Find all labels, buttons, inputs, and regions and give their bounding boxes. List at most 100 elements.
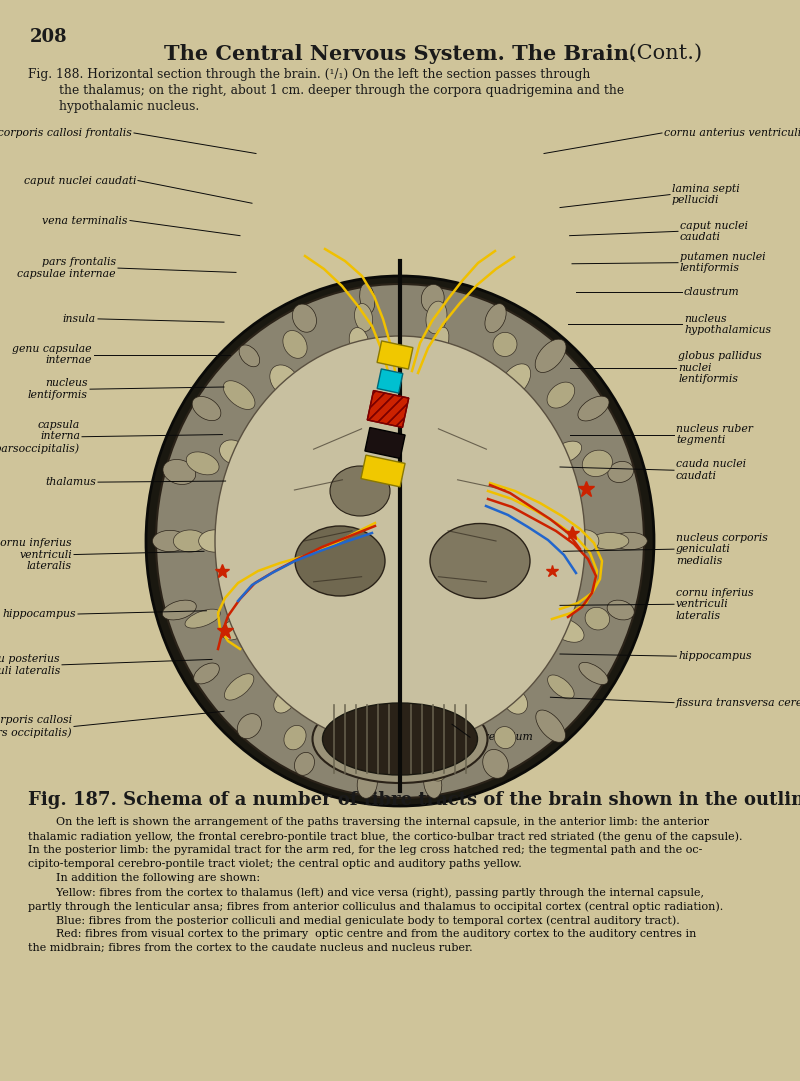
Ellipse shape xyxy=(360,283,375,313)
Ellipse shape xyxy=(293,304,317,332)
Text: cerebellum: cerebellum xyxy=(472,732,534,743)
Ellipse shape xyxy=(238,713,262,738)
Ellipse shape xyxy=(222,619,245,640)
Ellipse shape xyxy=(156,284,644,798)
Text: hypothalamic nucleus.: hypothalamic nucleus. xyxy=(28,101,199,114)
Text: (Cont.): (Cont.) xyxy=(622,44,702,63)
Ellipse shape xyxy=(550,617,584,642)
Ellipse shape xyxy=(434,328,449,355)
Text: insula: insula xyxy=(63,313,96,324)
Ellipse shape xyxy=(535,339,566,373)
Ellipse shape xyxy=(357,769,378,798)
Text: Fig. 188. Horizontal section through the brain. (¹/₁) On the left the section pa: Fig. 188. Horizontal section through the… xyxy=(28,68,590,81)
Ellipse shape xyxy=(224,673,254,700)
Ellipse shape xyxy=(482,749,508,778)
Ellipse shape xyxy=(223,381,255,410)
Ellipse shape xyxy=(578,396,609,421)
Ellipse shape xyxy=(552,441,582,463)
Ellipse shape xyxy=(425,748,448,782)
Text: cornu posterius
ventriculi lateralis: cornu posterius ventriculi lateralis xyxy=(0,654,60,676)
Text: vena terminalis: vena terminalis xyxy=(42,215,128,226)
Text: cornu anterius ventriculi lateralis: cornu anterius ventriculi lateralis xyxy=(664,128,800,138)
Ellipse shape xyxy=(153,531,187,551)
Text: hippocampus: hippocampus xyxy=(2,609,76,619)
Ellipse shape xyxy=(608,462,634,482)
Text: fissura transversa cerebri: fissura transversa cerebri xyxy=(676,697,800,708)
Text: thalamic radiation yellow, the frontal cerebro-pontile tract blue, the cortico-b: thalamic radiation yellow, the frontal c… xyxy=(28,831,742,842)
Ellipse shape xyxy=(194,663,219,684)
Text: putamen nuclei
lentiformis: putamen nuclei lentiformis xyxy=(680,252,766,273)
Text: thalamus: thalamus xyxy=(45,477,96,488)
Ellipse shape xyxy=(219,440,247,464)
Text: Yellow: fibres from the cortex to thalamus (left) and vice versa (right), passin: Yellow: fibres from the cortex to thalam… xyxy=(28,888,704,897)
Ellipse shape xyxy=(162,600,196,619)
Text: cipito-temporal cerebro-pontile tract violet; the central optic and auditory pat: cipito-temporal cerebro-pontile tract vi… xyxy=(28,859,522,869)
Ellipse shape xyxy=(239,345,260,366)
Ellipse shape xyxy=(422,284,444,312)
Ellipse shape xyxy=(198,530,231,552)
Ellipse shape xyxy=(274,690,295,713)
Ellipse shape xyxy=(607,600,634,619)
Ellipse shape xyxy=(351,752,376,776)
Text: Fig. 187. Schema of a number of fibre tracts of the brain shown in the outlines : Fig. 187. Schema of a number of fibre tr… xyxy=(28,791,800,809)
Ellipse shape xyxy=(485,304,506,333)
Ellipse shape xyxy=(503,689,527,715)
FancyBboxPatch shape xyxy=(365,427,405,458)
Ellipse shape xyxy=(547,675,574,699)
Ellipse shape xyxy=(186,452,219,475)
Text: pars frontalis
capsulae internae: pars frontalis capsulae internae xyxy=(18,257,116,279)
Ellipse shape xyxy=(294,752,314,775)
Text: caput nuclei
caudati: caput nuclei caudati xyxy=(680,221,748,242)
Ellipse shape xyxy=(494,726,516,748)
Ellipse shape xyxy=(163,459,196,484)
Text: capsula
interna
(parsoccipitalis): capsula interna (parsoccipitalis) xyxy=(0,419,80,454)
Text: radiatio corporis callosi frontalis: radiatio corporis callosi frontalis xyxy=(0,128,132,138)
Ellipse shape xyxy=(571,530,599,552)
Ellipse shape xyxy=(613,532,647,550)
Text: nucleus corporis
geniculati
medialis: nucleus corporis geniculati medialis xyxy=(676,533,768,565)
Ellipse shape xyxy=(185,610,220,628)
Text: Blue: fibres from the posterior colliculi and medial geniculate body to temporal: Blue: fibres from the posterior collicul… xyxy=(28,915,680,925)
FancyBboxPatch shape xyxy=(361,455,405,486)
Ellipse shape xyxy=(349,328,369,355)
Text: genu capsulae
internae: genu capsulae internae xyxy=(13,344,92,365)
Ellipse shape xyxy=(322,703,478,775)
Ellipse shape xyxy=(547,382,574,408)
Text: cauda nuclei
caudati: cauda nuclei caudati xyxy=(676,459,746,481)
Text: On the left is shown the arrangement of the paths traversing the internal capsul: On the left is shown the arrangement of … xyxy=(28,817,709,827)
Text: claustrum: claustrum xyxy=(684,286,740,297)
Ellipse shape xyxy=(354,304,373,332)
Text: cornu inferius
ventriculi
lateralis: cornu inferius ventriculi lateralis xyxy=(676,588,754,620)
Text: Red: fibres from visual cortex to the primary  optic centre and from the auditor: Red: fibres from visual cortex to the pr… xyxy=(28,929,696,939)
Ellipse shape xyxy=(215,336,585,746)
Text: In addition the following are shown:: In addition the following are shown: xyxy=(28,873,260,883)
Text: the midbrain; fibres from the cortex to the caudate nucleus and nucleus ruber.: the midbrain; fibres from the cortex to … xyxy=(28,943,473,953)
Ellipse shape xyxy=(582,450,613,477)
Text: lamina septi
pellucidi: lamina septi pellucidi xyxy=(672,184,740,205)
Ellipse shape xyxy=(433,729,450,752)
Ellipse shape xyxy=(284,725,306,750)
Ellipse shape xyxy=(591,533,629,549)
Text: caput nuclei caudati: caput nuclei caudati xyxy=(23,175,136,186)
Text: The Central Nervous System. The Brain.: The Central Nervous System. The Brain. xyxy=(164,44,636,64)
Ellipse shape xyxy=(424,769,442,798)
Ellipse shape xyxy=(270,365,299,397)
FancyBboxPatch shape xyxy=(367,390,409,427)
Ellipse shape xyxy=(500,364,530,398)
Ellipse shape xyxy=(493,332,517,357)
Text: partly through the lenticular ansa; fibres from anterior colliculus and thalamus: partly through the lenticular ansa; fibr… xyxy=(28,900,723,911)
Ellipse shape xyxy=(430,523,530,599)
Text: globus pallidus
nuclei
lentiformis: globus pallidus nuclei lentiformis xyxy=(678,351,762,384)
Text: nucleus
hypothalamicus: nucleus hypothalamicus xyxy=(684,313,771,335)
Ellipse shape xyxy=(174,530,206,552)
Text: nucleus
lentiformis: nucleus lentiformis xyxy=(28,378,88,400)
Text: 208: 208 xyxy=(30,28,68,46)
Ellipse shape xyxy=(536,710,566,743)
Ellipse shape xyxy=(283,331,307,358)
Ellipse shape xyxy=(146,276,654,806)
Text: radiatio corporis callosi
(pars occipitalis): radiatio corporis callosi (pars occipita… xyxy=(0,716,72,737)
FancyBboxPatch shape xyxy=(377,341,413,369)
Ellipse shape xyxy=(295,526,385,596)
FancyBboxPatch shape xyxy=(377,369,403,393)
Text: nucleus ruber
tegmenti: nucleus ruber tegmenti xyxy=(676,424,753,445)
